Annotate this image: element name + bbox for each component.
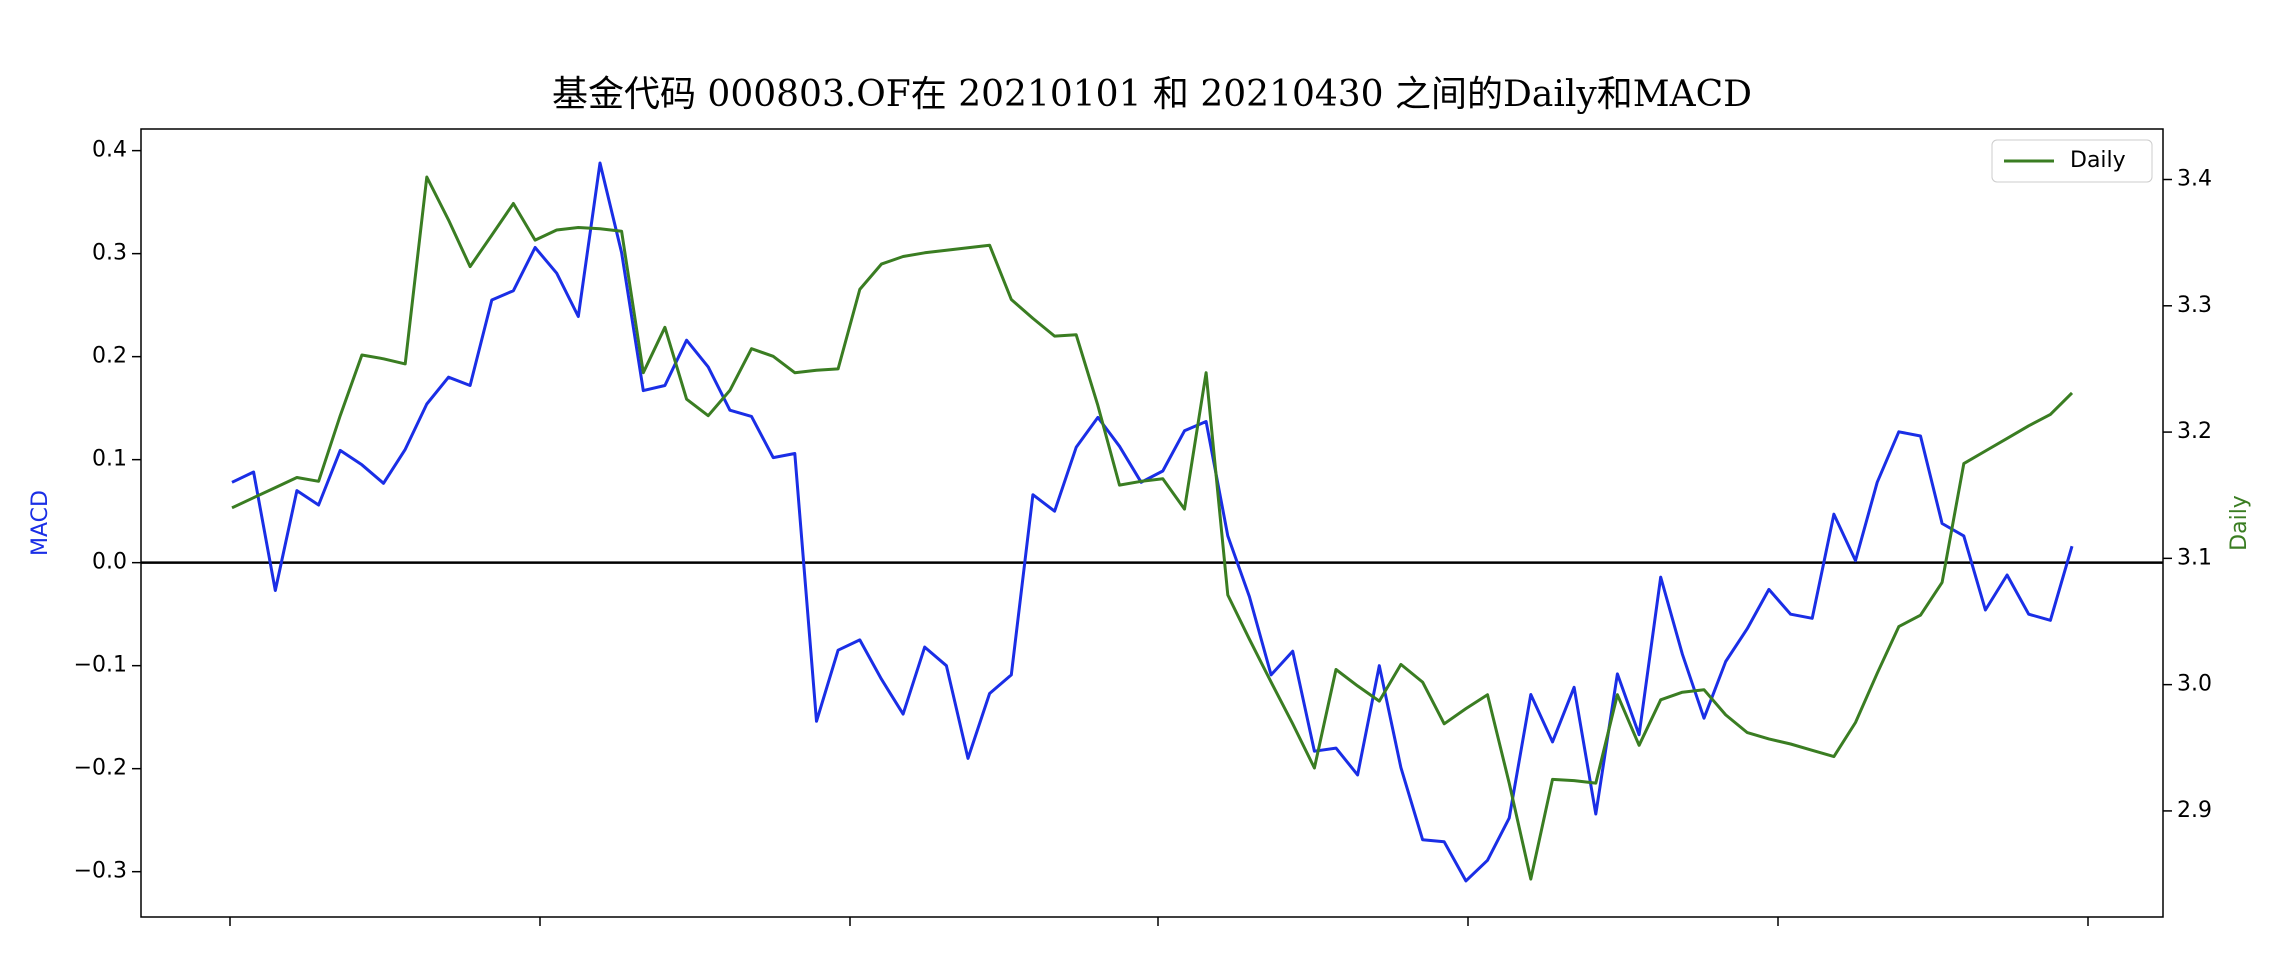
y2-axis-label: Daily [2227,495,2252,551]
y2-tick-label: 3.4 [2177,167,2212,192]
y2-tick-label: 3.1 [2177,545,2212,570]
y2-tick-label: 3.2 [2177,419,2212,444]
plot-frame [140,128,2164,918]
y-tick-label: 0.1 [92,447,127,472]
y-tick-label: −0.3 [74,859,127,884]
y-axis-label: MACD [28,490,53,556]
series-line [231,161,2074,883]
y2-tick-label: 3.3 [2177,293,2212,318]
chart-title: 基金代码 000803.OF在 20210101 和 20210430 之间的D… [552,74,1752,115]
series-line [231,175,2074,881]
y-tick-label: −0.2 [74,756,127,781]
legend: Daily [1991,139,2153,183]
x-ticks [229,917,2089,926]
y-tick-label: 0.0 [92,550,127,575]
y-tick-label: 0.4 [92,138,127,163]
y-tick-label: 0.3 [92,241,127,266]
legend-box [1991,139,2153,183]
y-tick-label: −0.1 [74,653,127,678]
legend-label: Daily [2070,148,2126,173]
y2-tick-label: 3.0 [2177,672,2212,697]
y2-tick-label: 2.9 [2177,798,2212,823]
y-tick-label: 0.2 [92,344,127,369]
